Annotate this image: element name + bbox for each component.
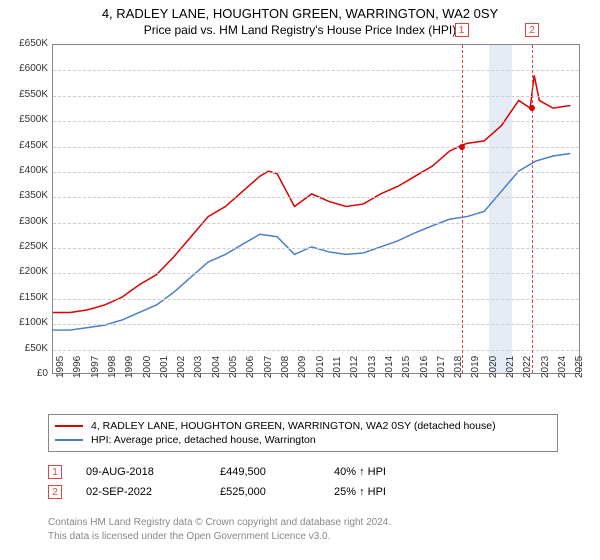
- gridline: [53, 96, 579, 97]
- legend-label: HPI: Average price, detached house, Warr…: [91, 434, 316, 446]
- legend-swatch: [55, 439, 83, 441]
- footer: Contains HM Land Registry data © Crown c…: [48, 516, 558, 543]
- x-axis-label: 2022: [522, 356, 533, 378]
- x-axis-label: 1996: [72, 356, 83, 378]
- sale-date: 02-SEP-2022: [86, 486, 196, 498]
- x-axis-label: 2010: [315, 356, 326, 378]
- gridline: [53, 248, 579, 249]
- sale-dot: [459, 144, 465, 150]
- sale-dot: [529, 105, 535, 111]
- x-axis-label: 1995: [55, 356, 66, 378]
- gridline: [53, 172, 579, 173]
- footer-line: This data is licensed under the Open Gov…: [48, 530, 558, 544]
- y-axis-label: £300K: [4, 216, 48, 227]
- x-axis-label: 2007: [263, 356, 274, 378]
- y-axis-label: £400K: [4, 165, 48, 176]
- gridline: [53, 147, 579, 148]
- x-axis-label: 2011: [332, 356, 343, 378]
- sale-row: 2 02-SEP-2022 £525,000 25% ↑ HPI: [48, 482, 558, 502]
- gridline: [53, 223, 579, 224]
- x-axis-label: 2006: [245, 356, 256, 378]
- chart: 12 £0 £50K £100K £150K £200K £250K £300K £350K £…: [0, 44, 600, 404]
- event-marker: 2: [525, 23, 539, 37]
- y-axis-label: £50K: [4, 343, 48, 354]
- x-axis-label: 2018: [453, 356, 464, 378]
- series-line: [53, 154, 570, 331]
- sale-price: £449,500: [220, 466, 310, 478]
- event-marker: 1: [455, 23, 469, 37]
- gridline: [53, 324, 579, 325]
- x-axis-label: 2012: [349, 356, 360, 378]
- x-axis-label: 2014: [384, 356, 395, 378]
- y-axis-label: £600K: [4, 63, 48, 74]
- x-axis-label: 2000: [142, 356, 153, 378]
- x-axis-label: 1997: [90, 356, 101, 378]
- x-axis-label: 2023: [540, 356, 551, 378]
- sale-row: 1 09-AUG-2018 £449,500 40% ↑ HPI: [48, 462, 558, 482]
- y-axis-label: £150K: [4, 292, 48, 303]
- x-axis-label: 2004: [211, 356, 222, 378]
- sale-date: 09-AUG-2018: [86, 466, 196, 478]
- sale-delta: 40% ↑ HPI: [334, 466, 386, 478]
- x-axis-label: 2024: [557, 356, 568, 378]
- x-axis-label: 2008: [280, 356, 291, 378]
- y-axis-label: £200K: [4, 266, 48, 277]
- x-axis-label: 2002: [176, 356, 187, 378]
- x-axis-label: 2003: [193, 356, 204, 378]
- chart-subtitle: Price paid vs. HM Land Registry's House …: [0, 21, 600, 37]
- legend-label: 4, RADLEY LANE, HOUGHTON GREEN, WARRINGT…: [91, 420, 496, 432]
- event-line: [532, 45, 533, 373]
- x-axis-label: 2021: [505, 356, 516, 378]
- legend-swatch: [55, 425, 83, 427]
- plot-area: 12: [52, 44, 580, 374]
- sale-marker: 1: [48, 465, 62, 479]
- y-axis-label: £0: [4, 368, 48, 379]
- x-axis-label: 2001: [159, 356, 170, 378]
- x-axis-label: 2015: [401, 356, 412, 378]
- sale-delta: 25% ↑ HPI: [334, 486, 386, 498]
- y-axis-label: £450K: [4, 140, 48, 151]
- gridline: [53, 121, 579, 122]
- sale-price: £525,000: [220, 486, 310, 498]
- x-axis-label: 2013: [367, 356, 378, 378]
- sale-marker: 2: [48, 485, 62, 499]
- y-axis-label: £650K: [4, 38, 48, 49]
- y-axis-label: £500K: [4, 114, 48, 125]
- sales-table: 1 09-AUG-2018 £449,500 40% ↑ HPI 2 02-SE…: [48, 462, 558, 502]
- chart-title: 4, RADLEY LANE, HOUGHTON GREEN, WARRINGT…: [0, 0, 600, 21]
- gridline: [53, 350, 579, 351]
- y-axis-label: £250K: [4, 241, 48, 252]
- x-axis-label: 2005: [228, 356, 239, 378]
- legend-item: 4, RADLEY LANE, HOUGHTON GREEN, WARRINGT…: [55, 419, 551, 433]
- x-axis-label: 2017: [436, 356, 447, 378]
- x-axis-label: 1998: [107, 356, 118, 378]
- x-axis-label: 2019: [470, 356, 481, 378]
- x-axis-label: 2016: [419, 356, 430, 378]
- gridline: [53, 70, 579, 71]
- x-axis-label: 2009: [297, 356, 308, 378]
- x-axis-label: 2025: [574, 356, 585, 378]
- legend: 4, RADLEY LANE, HOUGHTON GREEN, WARRINGT…: [48, 414, 558, 452]
- y-axis-label: £100K: [4, 317, 48, 328]
- footer-line: Contains HM Land Registry data © Crown c…: [48, 516, 558, 530]
- legend-item: HPI: Average price, detached house, Warr…: [55, 433, 551, 447]
- y-axis-label: £550K: [4, 89, 48, 100]
- event-line: [462, 45, 463, 373]
- gridline: [53, 273, 579, 274]
- series-line: [53, 75, 570, 312]
- x-axis-label: 2020: [488, 356, 499, 378]
- y-axis-label: £350K: [4, 190, 48, 201]
- x-axis-label: 1999: [124, 356, 135, 378]
- gridline: [53, 299, 579, 300]
- gridline: [53, 197, 579, 198]
